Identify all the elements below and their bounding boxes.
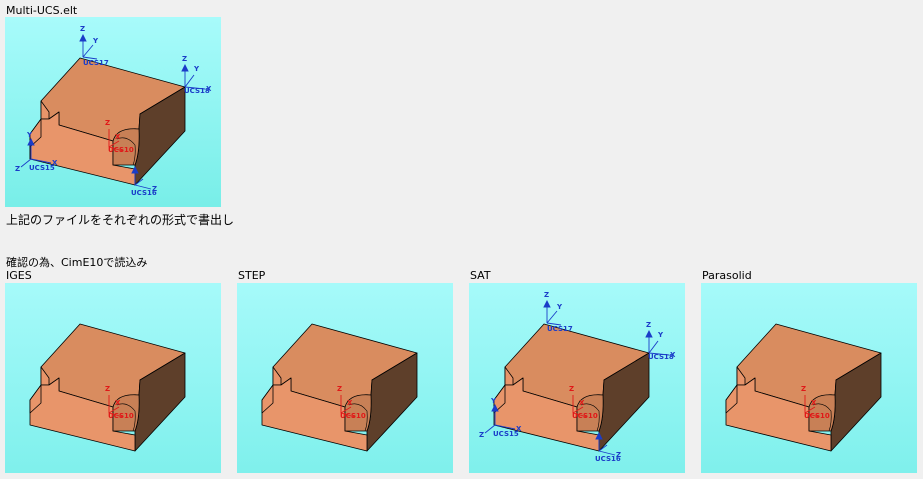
ucs17-y-label: Y <box>92 37 99 45</box>
ucs-markers <box>484 299 670 456</box>
viewport-sat[interactable]: Z X UCS10 Z Y UCS17 Z Y UCS18 X Y Z UCS15 X UCS16 Z <box>469 283 685 473</box>
viewport-iges[interactable]: Z X UCS10 <box>5 283 221 473</box>
ucs18-y-label: Y <box>657 331 664 339</box>
ucs18-x-label: X <box>206 85 212 93</box>
ucs16-z-label: Z <box>152 185 157 193</box>
viewport-step[interactable]: Z X UCS10 <box>237 283 453 473</box>
ucs18-label: UCS18 <box>648 353 674 361</box>
ucs10-z-label: Z <box>801 385 806 393</box>
ucs10-z-label: Z <box>337 385 342 393</box>
ucs10-z-label: Z <box>105 385 110 393</box>
ucs16-label: UCS16 <box>595 455 621 463</box>
ucs15-label: UCS15 <box>29 164 55 172</box>
view-label-step: STEP <box>238 269 266 282</box>
ucs15-x-label: X <box>52 159 58 167</box>
model-render: Z Y UCS17 Z Y UCS18 X Y Z UCS15 X UCS16 … <box>5 17 221 207</box>
ucs15-z-label: Z <box>15 165 20 173</box>
block-model <box>493 323 650 452</box>
viewport-parasolid[interactable]: Z X UCS10 <box>701 283 917 473</box>
ucs10-label: UCS10 <box>340 412 366 420</box>
model-render: ZX UCS10 <box>5 283 221 473</box>
ucs16-z-label: Z <box>616 451 621 459</box>
source-model-viewport[interactable]: Z Y UCS17 Z Y UCS18 X Y Z UCS15 X UCS16 … <box>5 17 221 207</box>
ucs10-marker <box>572 395 588 418</box>
ucs18-y-label: Y <box>193 65 200 73</box>
ucs10-label: UCS10 <box>572 412 598 420</box>
ucs17-y-label: Y <box>556 303 563 311</box>
import-note: 確認の為、CimE10で読込み <box>6 256 148 269</box>
ucs10-x-label: X <box>579 399 585 407</box>
ucs10-marker <box>108 129 124 152</box>
ucs17-label: UCS17 <box>83 59 109 67</box>
ucs10-z-label: Z <box>569 385 574 393</box>
ucs16-label: UCS16 <box>131 189 157 197</box>
ucs17-label: UCS17 <box>547 325 573 333</box>
ucs10-x-label: X <box>811 399 817 407</box>
ucs15-z-label: Z <box>479 431 484 439</box>
view-label-sat: SAT <box>470 269 491 282</box>
view-label-parasolid: Parasolid <box>702 269 752 282</box>
ucs15-y-label: Y <box>26 131 33 139</box>
ucs18-z-label: Z <box>646 321 651 329</box>
ucs10-label: UCS10 <box>804 412 830 420</box>
ucs18-x-label: X <box>670 351 676 359</box>
ucs15-y-label: Y <box>490 397 497 405</box>
ucs10-label: UCS10 <box>108 412 134 420</box>
block-model <box>29 57 186 186</box>
ucs10-x-label: X <box>115 399 121 407</box>
ucs10-x-label: X <box>115 133 121 141</box>
ucs17-z-label: Z <box>80 25 85 33</box>
view-label-iges: IGES <box>6 269 32 282</box>
ucs10-marker <box>804 395 820 418</box>
block-model <box>725 323 882 452</box>
ucs10-marker <box>108 395 124 418</box>
ucs-markers <box>20 33 206 190</box>
ucs18-label: UCS18 <box>184 87 210 95</box>
ucs10-marker <box>340 395 356 418</box>
ucs10-label: UCS10 <box>108 146 134 154</box>
ucs17-z-label: Z <box>544 291 549 299</box>
model-filename: Multi-UCS.elt <box>6 4 78 17</box>
ucs18-z-label: Z <box>182 55 187 63</box>
model-render: ZX UCS10 <box>701 283 917 473</box>
export-caption: 上記のファイルをそれぞれの形式で書出し <box>6 213 235 227</box>
ucs10-z-label: Z <box>105 119 110 127</box>
ucs15-label: UCS15 <box>493 430 519 438</box>
ucs15-x-label: X <box>516 425 522 433</box>
ucs10-x-label: X <box>347 399 353 407</box>
model-render: ZX UCS10 <box>237 283 453 473</box>
block-model <box>29 323 186 452</box>
block-model <box>261 323 418 452</box>
